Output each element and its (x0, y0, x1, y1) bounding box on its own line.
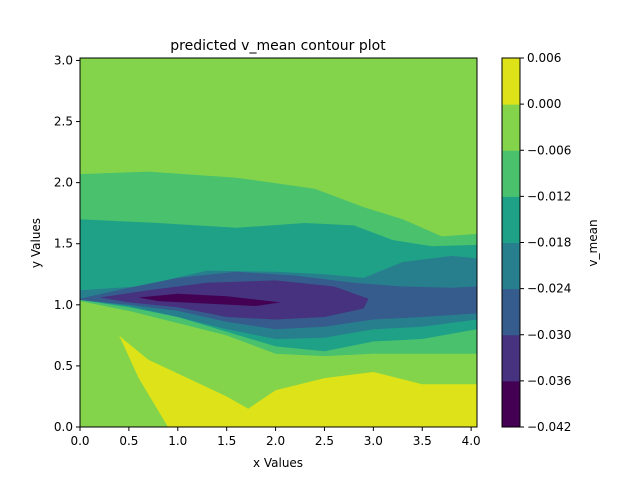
colorbar-tick-label: −0.012 (527, 189, 571, 203)
plot-area (79, 57, 478, 428)
contour-regions (80, 171, 477, 427)
colorbar: 0.006 0.000 −0.006 −0.012 −0.018 −0.024 −0.030… (501, 51, 600, 434)
x-tick-label: 1.5 (217, 434, 236, 448)
colorbar-band (502, 380, 520, 428)
colorbar-band (502, 104, 520, 151)
colorbar-ticks: 0.006 0.000 −0.006 −0.012 −0.018 −0.024 −0.030… (520, 51, 571, 434)
x-axis: 0.0 0.5 1.0 1.5 2.0 2.5 3.0 3.5 4.0 (70, 427, 481, 448)
x-tick-label: 3.5 (413, 434, 432, 448)
y-tick-label: 0.0 (54, 420, 73, 434)
colorbar-tick-label: −0.036 (527, 374, 571, 388)
colorbar-label: v_mean (586, 219, 600, 266)
x-tick-label: 2.0 (266, 434, 285, 448)
colorbar-band (502, 58, 520, 105)
chart-title: predicted v_mean contour plot (170, 38, 386, 54)
colorbar-band (502, 242, 520, 290)
contour-region-7 (138, 293, 281, 306)
colorbar-tick-label: 0.000 (527, 97, 561, 111)
x-tick-label: 4.0 (462, 434, 481, 448)
y-axis: 0.0 0.5 1.0 1.5 2.0 2.5 3.0 (54, 53, 80, 434)
y-tick-label: 2.5 (54, 115, 73, 129)
y-tick-label: 3.0 (54, 53, 73, 67)
x-tick-label: 0.5 (119, 434, 138, 448)
colorbar-band (502, 196, 520, 244)
y-axis-label: y Values (29, 218, 43, 268)
colorbar-tick-label: −0.024 (527, 282, 571, 296)
x-axis-label: x Values (253, 456, 303, 470)
x-tick-label: 0.0 (70, 434, 89, 448)
y-tick-label: 2.0 (54, 176, 73, 190)
y-tick-label: 0.5 (54, 359, 73, 373)
colorbar-band (502, 150, 520, 197)
x-tick-label: 2.5 (315, 434, 334, 448)
y-tick-label: 1.0 (54, 298, 73, 312)
colorbar-tick-label: −0.030 (527, 328, 571, 342)
x-tick-label: 1.0 (168, 434, 187, 448)
colorbar-band (502, 288, 520, 336)
colorbar-tick-label: −0.006 (527, 143, 571, 157)
contour-region-2 (80, 171, 477, 244)
colorbar-tick-label: −0.042 (527, 420, 571, 434)
colorbar-bands (502, 58, 520, 428)
contour-region-0 (119, 335, 477, 427)
colorbar-tick-label: 0.006 (527, 51, 561, 65)
colorbar-band (502, 334, 520, 382)
y-tick-label: 1.5 (54, 237, 73, 251)
plot-frame (79, 57, 478, 428)
x-tick-label: 3.0 (364, 434, 383, 448)
colorbar-tick-label: −0.018 (527, 236, 571, 250)
